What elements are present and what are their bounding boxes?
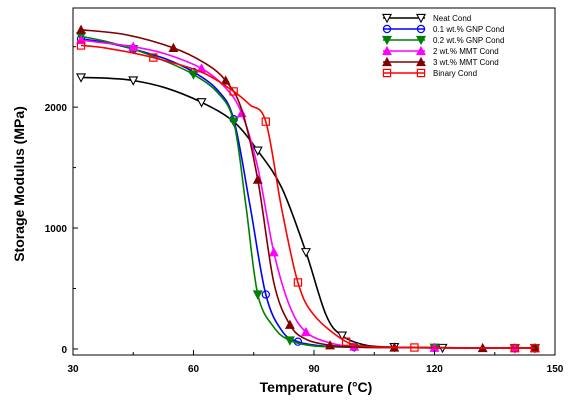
x-tick-label: 90 (308, 364, 320, 375)
legend-marker-left (382, 24, 392, 34)
y-tick-label: 0 (61, 345, 67, 356)
data-point (168, 42, 179, 52)
data-point (188, 70, 199, 80)
series-line (80, 44, 535, 349)
legend-marker-left (381, 13, 393, 24)
legend-label: 3 wt.% MMT Cond (433, 58, 499, 67)
data-point (76, 24, 86, 34)
legend-marker-left (381, 35, 393, 46)
series-6 (76, 41, 540, 353)
legend-item: 2 wt.% MMT Cond (382, 45, 499, 56)
legend-marker-right (415, 13, 427, 24)
data-point (284, 319, 295, 329)
data-point (300, 248, 311, 258)
data-point (76, 41, 86, 50)
data-point (128, 76, 139, 86)
legend-marker-right (415, 35, 427, 46)
legend-label: 2 wt.% MMT Cond (433, 47, 499, 56)
legend-marker-left (382, 68, 392, 78)
axes: 30 60 90 120 150 0 1000 2000 (45, 7, 564, 375)
legend-item: 3 wt.% MMT Cond (382, 56, 499, 67)
data-point (261, 290, 270, 299)
legend-label: Neat Cond (433, 14, 471, 23)
y-tick-label: 1000 (45, 224, 68, 235)
data-point (325, 340, 335, 350)
data-point (196, 98, 207, 108)
x-axis-title: Temperature (°C) (260, 379, 373, 395)
plot-area (76, 24, 540, 354)
data-point (341, 337, 351, 346)
data-point (337, 331, 348, 341)
x-tick-label: 60 (188, 364, 200, 375)
legend-marker-left (382, 56, 392, 67)
data-point (76, 73, 87, 83)
legend-item: Binary Cond (382, 68, 477, 78)
data-point (128, 41, 139, 51)
data-point (284, 336, 295, 346)
series-1 (76, 73, 540, 354)
data-point (149, 53, 158, 62)
legend-item: 0.2 wt.% GNP Cond (381, 35, 504, 46)
x-tick-label: 150 (547, 364, 564, 375)
data-point (261, 117, 271, 126)
series-line (80, 38, 535, 349)
data-point (268, 247, 279, 257)
legend-marker-right (416, 45, 426, 56)
legend-marker-right (416, 24, 426, 34)
series-line (80, 39, 535, 349)
data-point (229, 87, 238, 96)
legend-label: 0.1 wt.% GNP Cond (433, 25, 504, 34)
y-tick-label: 2000 (45, 103, 68, 114)
legend-item: Neat Cond (381, 13, 471, 24)
data-point (410, 343, 419, 352)
legend-marker-right (416, 56, 426, 67)
data-point (228, 117, 239, 127)
data-point (220, 75, 231, 85)
data-point (301, 326, 311, 337)
x-tick-label: 30 (67, 364, 79, 375)
legend-marker-right (416, 68, 426, 78)
data-point (510, 343, 520, 353)
legend-label: 0.2 wt.% GNP Cond (433, 36, 504, 45)
y-axis-title: Storage Modulus (MPa) (11, 106, 27, 262)
legend: Neat Cond 0.1 wt.% GNP Cond 0.2 wt.% GNP C… (381, 13, 504, 78)
legend-item: 0.1 wt.% GNP Cond (382, 24, 504, 34)
data-point (293, 278, 303, 287)
legend-label: Binary Cond (433, 69, 477, 78)
data-point (252, 146, 263, 156)
data-point (252, 174, 263, 184)
legend-marker-left (382, 45, 392, 56)
x-tick-label: 120 (426, 364, 443, 375)
series-3 (76, 32, 540, 354)
data-point (530, 343, 540, 353)
data-point (252, 290, 263, 300)
